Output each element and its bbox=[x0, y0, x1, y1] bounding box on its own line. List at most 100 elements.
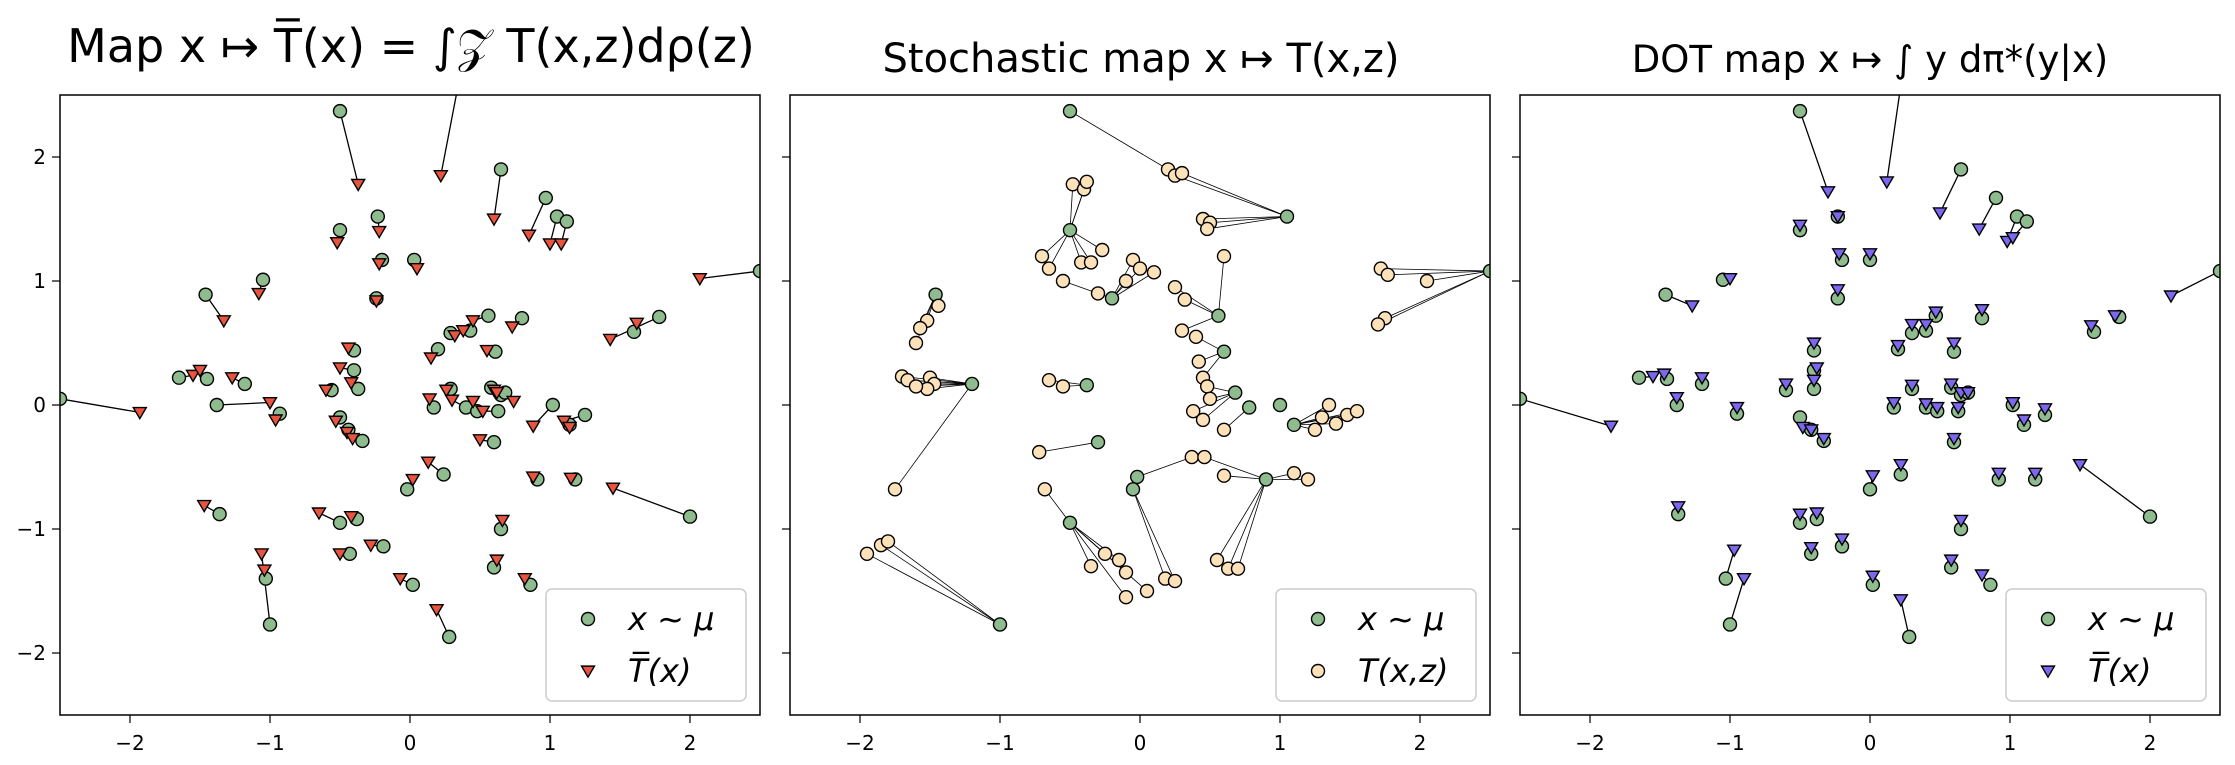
mapped-point-55 bbox=[332, 548, 348, 562]
mapped-point-21 bbox=[479, 344, 495, 358]
x-tick-label-1-3: 1 bbox=[544, 731, 557, 755]
mapped-point-12 bbox=[1830, 284, 1846, 298]
panel-3-plot-area bbox=[1520, 2, 2220, 645]
mapped-point-2 bbox=[486, 213, 502, 227]
mapped-point-23 bbox=[1645, 370, 1661, 385]
mapped-point-44 bbox=[344, 432, 361, 447]
mapped-point-16 bbox=[602, 333, 618, 347]
mapped-point-13 bbox=[1928, 306, 1944, 320]
stochastic-sample-34 bbox=[1031, 444, 1047, 460]
mapped-point-18 bbox=[1918, 318, 1934, 332]
source-point-23 bbox=[1631, 370, 1647, 385]
stochastic-link-74 bbox=[1426, 270, 1490, 282]
panel-2-plot-area bbox=[859, 103, 1490, 632]
y-tick-label-4: −2 bbox=[17, 641, 46, 665]
stochastic-sample-51 bbox=[1197, 449, 1212, 465]
panel-3-frame bbox=[1519, 94, 2221, 716]
source-point-46 bbox=[436, 467, 451, 482]
mapped-point-38 bbox=[525, 420, 541, 434]
mapped-point-29 bbox=[1943, 378, 1959, 392]
mapped-point-60 bbox=[256, 564, 273, 578]
mapped-point-54 bbox=[196, 499, 212, 513]
mapped-point-63 bbox=[692, 272, 708, 287]
mapped-point-9 bbox=[1862, 248, 1878, 262]
source-point-50 bbox=[682, 509, 698, 524]
connection-line-0 bbox=[339, 110, 359, 185]
mapped-point-22 bbox=[1809, 362, 1825, 376]
source-point-5 bbox=[992, 617, 1008, 632]
stochastic-sample-12 bbox=[931, 298, 946, 313]
mapped-point-1 bbox=[1879, 176, 1895, 190]
connection-line-2 bbox=[1939, 169, 1962, 214]
stochastic-link-4 bbox=[1174, 175, 1288, 217]
stochastic-link-38 bbox=[1111, 271, 1155, 299]
stochastic-link-11 bbox=[1387, 270, 1490, 276]
mapped-point-54 bbox=[1670, 501, 1686, 515]
connection-line-50 bbox=[2079, 463, 2151, 518]
panel-2-title: Stochastic map x ↦ T(x,z) bbox=[883, 36, 1400, 82]
stochastic-sample-27 bbox=[1041, 261, 1057, 276]
source-point-1 bbox=[1906, 2, 1919, 15]
mapped-point-15 bbox=[2083, 320, 2099, 334]
source-point-22 bbox=[346, 363, 362, 378]
connection-line-63 bbox=[699, 270, 760, 280]
source-point-13 bbox=[1241, 400, 1257, 415]
panel-1-plot-area bbox=[60, 95, 760, 645]
source-point-2 bbox=[1953, 162, 1969, 177]
stochastic-sample-64 bbox=[1209, 552, 1225, 568]
source-point-3 bbox=[1988, 190, 2004, 206]
source-point-6 bbox=[1079, 377, 1095, 393]
stochastic-sample-48 bbox=[1195, 412, 1211, 428]
source-point-15 bbox=[1272, 397, 1288, 413]
legend-box bbox=[1275, 588, 1477, 702]
mapped-point-13 bbox=[465, 315, 481, 329]
stochastic-sample-32 bbox=[1041, 373, 1057, 388]
mapped-point-51 bbox=[494, 514, 511, 528]
stochastic-sample-14 bbox=[913, 320, 928, 336]
mapped-point-7 bbox=[371, 225, 387, 239]
stochastic-sample-45 bbox=[1199, 379, 1215, 394]
source-point-11 bbox=[1658, 287, 1673, 302]
x-tick-label-2-3: 1 bbox=[1274, 731, 1287, 755]
stochastic-link-22 bbox=[894, 383, 973, 490]
stochastic-sample-63 bbox=[1167, 573, 1183, 589]
source-point-35 bbox=[491, 404, 506, 419]
mapped-point-62 bbox=[428, 604, 445, 618]
stochastic-sample-5 bbox=[1174, 165, 1190, 181]
mapped-point-47 bbox=[405, 473, 421, 487]
legend-marker-1 bbox=[1310, 663, 1326, 679]
stochastic-sample-74 bbox=[1419, 273, 1435, 289]
mapped-point-48 bbox=[1991, 467, 2007, 481]
stochastic-link-25 bbox=[887, 541, 1001, 625]
stochastic-link-6 bbox=[1202, 216, 1288, 220]
stochastic-link-73 bbox=[1377, 270, 1490, 325]
stochastic-sample-15 bbox=[908, 335, 924, 351]
y-tick-label-0: 2 bbox=[33, 145, 46, 169]
panel-3-title: DOT map x ↦ ∫ y dπ*(y|x) bbox=[1632, 38, 2108, 81]
source-point-23 bbox=[171, 370, 187, 385]
mapped-point-22 bbox=[332, 362, 348, 376]
y-tick-label-2: 0 bbox=[33, 393, 46, 417]
mapped-point-32 bbox=[1886, 396, 1902, 411]
panel-3: −2 −1 0 1 2 x ~ μ T̅(x) bbox=[1512, 2, 2221, 755]
stochastic-sample-76 bbox=[1090, 286, 1106, 301]
legend-label-1: T̅(x) bbox=[628, 651, 691, 690]
source-point-6 bbox=[332, 222, 348, 238]
mapped-point-25 bbox=[224, 372, 240, 386]
stochastic-link-66 bbox=[1237, 479, 1267, 569]
mapped-point-11 bbox=[1684, 300, 1700, 314]
x-tick-label-1-2: 0 bbox=[404, 731, 417, 755]
stochastic-link-7 bbox=[1209, 216, 1288, 224]
stochastic-sample-73 bbox=[1370, 317, 1386, 332]
stochastic-sample-23 bbox=[859, 546, 875, 561]
stochastic-sample-52 bbox=[1216, 468, 1232, 483]
source-point-47 bbox=[1862, 482, 1878, 497]
mapped-point-37 bbox=[267, 414, 284, 428]
stochastic-sample-42 bbox=[1188, 329, 1204, 344]
source-point-7 bbox=[370, 209, 385, 224]
panel-3-legend: x ~ μ T̅(x) bbox=[2005, 588, 2207, 702]
stochastic-link-9 bbox=[1218, 256, 1225, 316]
mapped-point-26 bbox=[343, 377, 359, 391]
stochastic-link-10 bbox=[1380, 268, 1490, 272]
mapped-point-61 bbox=[1736, 573, 1752, 587]
